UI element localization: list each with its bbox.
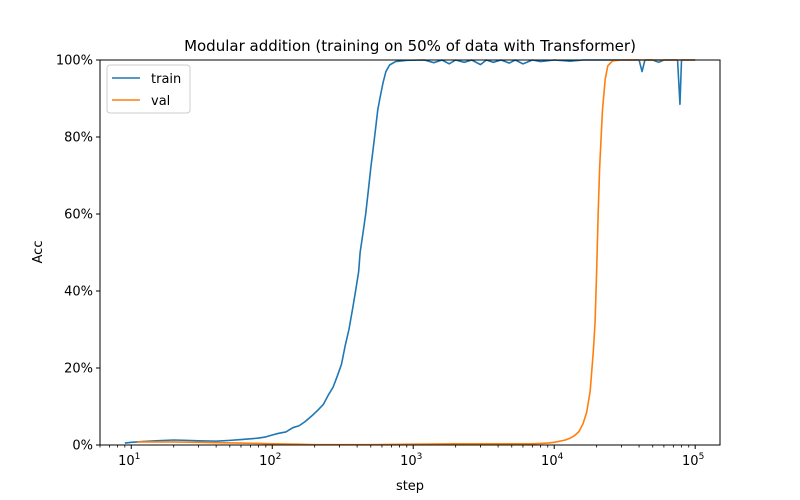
x-tick-label: 102 — [259, 452, 281, 469]
y-tick-label: 20% — [64, 362, 93, 377]
y-axis-label: Acc — [31, 241, 46, 264]
plot-frame — [99, 59, 721, 446]
x-tick-label: 103 — [400, 452, 422, 469]
x-axis-label: step — [396, 479, 424, 494]
axis-layer: 0% 20% 40% 60% 80% 100% 101 102 103 104 105 — [56, 54, 704, 470]
legend-label-val: val — [151, 94, 170, 109]
y-tick-label: 40% — [64, 285, 93, 300]
y-tick-label: 80% — [64, 131, 93, 146]
x-tick-label: 101 — [118, 452, 140, 469]
legend-label-train: train — [151, 72, 181, 87]
y-tick-label: 60% — [64, 208, 93, 223]
chart-title: Modular addition (training on 50% of dat… — [184, 37, 636, 55]
legend: train val — [106, 64, 191, 114]
legend-box — [106, 64, 191, 114]
x-tick-label: 104 — [541, 452, 564, 469]
y-tick-label: 100% — [56, 54, 93, 69]
series-line-val — [137, 59, 696, 446]
x-tick-label: 105 — [682, 452, 704, 469]
y-tick-label: 0% — [72, 439, 93, 454]
